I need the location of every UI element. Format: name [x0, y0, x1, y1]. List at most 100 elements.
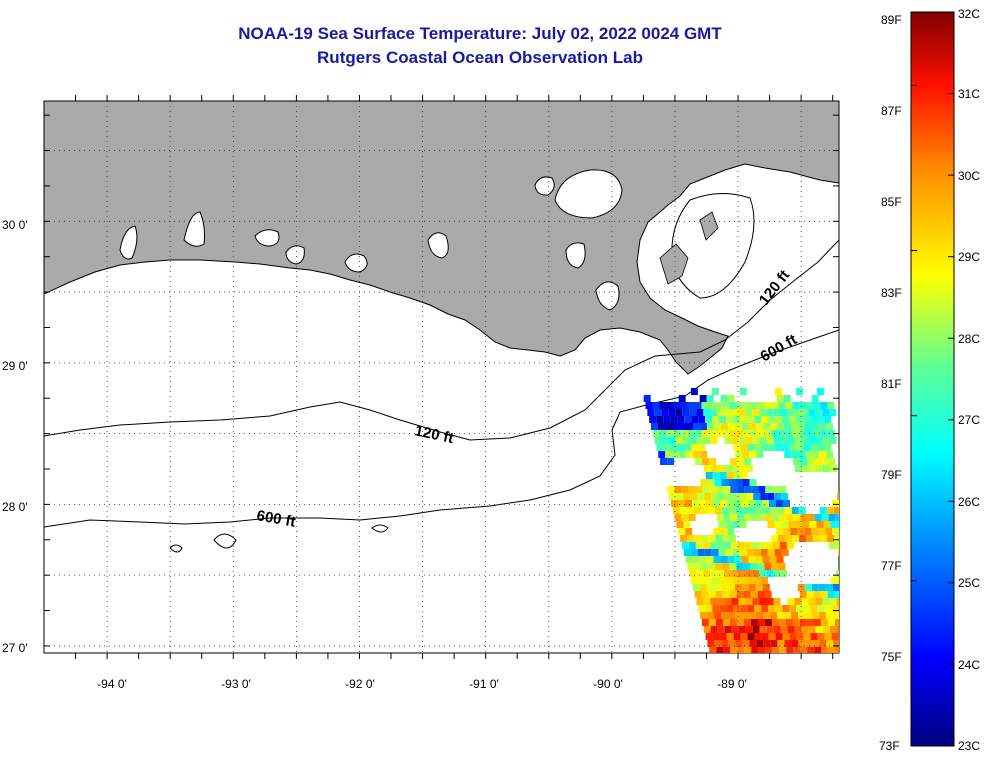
sst-cell [696, 598, 704, 605]
sst-cell [748, 584, 756, 591]
sst-cell [743, 402, 751, 409]
sst-cell [670, 444, 678, 451]
sst-cell [719, 633, 727, 640]
sst-cell [727, 423, 735, 430]
sst-cell [796, 605, 804, 612]
sst-cell [752, 570, 760, 577]
sst-cell [817, 444, 825, 451]
sst-cell [705, 577, 713, 584]
map-title: NOAA-19 Sea Surface Temperature: July 02… [238, 24, 722, 43]
sst-cell [741, 584, 749, 591]
sst-cell [643, 395, 651, 402]
sst-cell [719, 472, 727, 479]
sst-cell [812, 451, 820, 458]
sst-cell [705, 472, 713, 479]
sst-cell [730, 514, 738, 521]
sst-cell [796, 416, 804, 423]
sst-cell [810, 416, 818, 423]
sst-cell [711, 549, 719, 556]
sst-cell [754, 605, 762, 612]
sst-cell [729, 563, 737, 570]
sst-cell [774, 493, 782, 500]
sst-cell [683, 549, 691, 556]
sst-cell [822, 437, 830, 444]
sst-cell [749, 479, 757, 486]
sst-cell [810, 633, 818, 640]
sst-cell [729, 591, 737, 598]
sst-cell [777, 640, 785, 647]
sst-cell [835, 542, 839, 549]
sst-cell [813, 619, 821, 626]
contour-label-600-west: 600 ft [255, 507, 297, 531]
white-lake [285, 245, 305, 265]
sst-cell [814, 458, 822, 465]
sst-cell [741, 423, 749, 430]
sst-cell [737, 514, 745, 521]
sst-cell [808, 437, 816, 444]
sst-cell [713, 556, 721, 563]
sst-cell [674, 514, 682, 521]
sst-cell [812, 612, 820, 619]
sst-cell [835, 514, 839, 521]
sst-cell [794, 626, 802, 633]
sst-cell [808, 626, 816, 633]
sst-cell [827, 402, 835, 409]
sst-cell [713, 423, 721, 430]
colorbar-c-label: 29C [958, 250, 981, 264]
sst-cell [793, 458, 801, 465]
sst-cell [760, 549, 768, 556]
sst-cell [703, 409, 711, 416]
sst-cell [776, 556, 784, 563]
sst-cell [705, 605, 713, 612]
sst-cell [799, 430, 807, 437]
sst-cell [754, 444, 762, 451]
sst-cell [826, 612, 834, 619]
sst-cell [794, 437, 802, 444]
sst-cell [731, 437, 739, 444]
sst-cell [748, 556, 756, 563]
sst-cell [731, 409, 739, 416]
sst-cell [708, 591, 716, 598]
sst-cell [832, 528, 839, 535]
sst-cell [710, 437, 718, 444]
sst-cell [759, 598, 767, 605]
sst-cell [710, 465, 718, 472]
sst-cell [703, 465, 711, 472]
sst-cell [767, 493, 775, 500]
sst-cell [769, 556, 777, 563]
sst-cell [810, 605, 818, 612]
sst-cell [808, 465, 816, 472]
sst-cell [836, 626, 839, 633]
sabine-lake [119, 225, 138, 260]
sst-cell [779, 486, 787, 493]
sst-cell [749, 640, 757, 647]
sst-cell [832, 584, 839, 591]
contour-600ft-knoll-3 [371, 524, 389, 533]
sst-cell [750, 563, 758, 570]
sst-cell [745, 598, 753, 605]
sst-cell [714, 507, 722, 514]
sst-cell [671, 423, 679, 430]
colorbar-f-label: 73F [879, 739, 900, 753]
sst-cell [819, 507, 827, 514]
sst-cell [680, 402, 688, 409]
sst-cell [780, 409, 788, 416]
sst-cell [795, 521, 803, 528]
sst-cell [752, 437, 760, 444]
sst-cell [773, 409, 781, 416]
sst-cell [739, 549, 747, 556]
sst-cell [832, 500, 839, 507]
sst-cell [799, 535, 807, 542]
sst-cell [834, 619, 839, 626]
sst-cell [706, 584, 714, 591]
sst-cell [744, 514, 752, 521]
sst-cell [724, 437, 732, 444]
sst-cell [700, 507, 708, 514]
sst-cell [707, 479, 715, 486]
sst-cell [738, 409, 746, 416]
colorbar-c-label: 28C [958, 332, 981, 346]
sst-cell [710, 626, 718, 633]
sst-cell [778, 535, 786, 542]
sst-cell [814, 647, 822, 653]
sst-cell [713, 584, 721, 591]
